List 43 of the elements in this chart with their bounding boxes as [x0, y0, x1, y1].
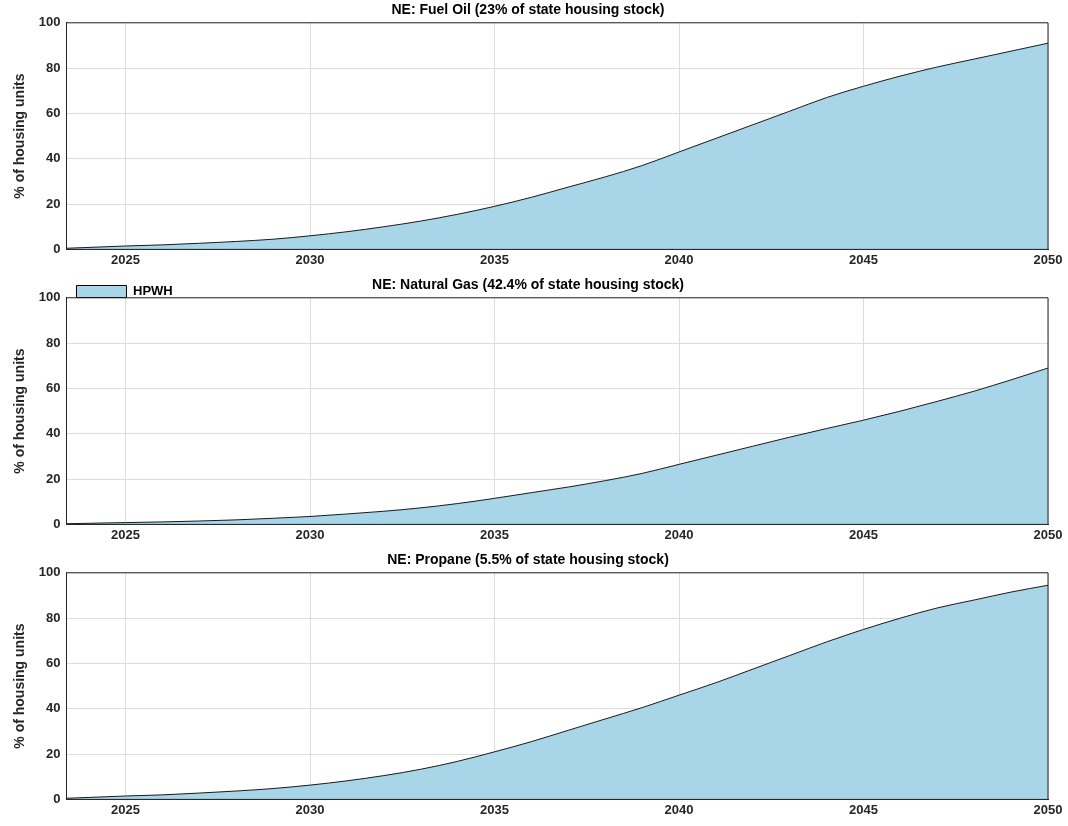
x-tick-label: 2025 — [111, 526, 140, 542]
y-tick-label: 40 — [46, 425, 61, 441]
chart-title: NE: Propane (5.5% of state housing stock) — [387, 551, 669, 568]
x-tick-label: 2040 — [664, 526, 694, 542]
x-tick-label: 2035 — [480, 526, 509, 542]
x-tick-label: 2040 — [664, 801, 694, 817]
x-tick-label: 2045 — [849, 526, 878, 542]
y-tick-label: 80 — [46, 59, 61, 75]
x-tick-label: 2030 — [295, 801, 325, 817]
y-axis-title: % of housing units — [11, 348, 28, 474]
chart-title: NE: Fuel Oil (23% of state housing stock) — [391, 1, 665, 18]
y-tick-label: 20 — [46, 195, 61, 211]
y-tick-label: 100 — [38, 289, 61, 305]
y-tick-label: 100 — [38, 14, 61, 30]
x-tick-label: 2035 — [480, 801, 509, 817]
x-tick-label: 2025 — [111, 801, 140, 817]
chart-title: NE: Natural Gas (42.4% of state housing stock) — [372, 276, 684, 293]
y-tick-label: 40 — [46, 700, 61, 716]
y-tick-label: 60 — [46, 655, 61, 671]
y-tick-label: 60 — [46, 105, 61, 121]
y-tick-label: 80 — [46, 609, 61, 625]
x-tick-label: 2050 — [1033, 526, 1063, 542]
x-tick-label: 2050 — [1033, 251, 1063, 267]
y-tick-label: 60 — [46, 380, 61, 396]
y-tick-label: 40 — [46, 150, 61, 166]
x-tick-label: 2035 — [480, 251, 509, 267]
x-tick-label: 2025 — [111, 251, 140, 267]
x-tick-label: 2030 — [295, 251, 325, 267]
x-tick-label: 2045 — [849, 801, 878, 817]
legend-label: HPWH — [132, 283, 173, 299]
y-tick-label: 0 — [53, 790, 61, 806]
x-tick-label: 2040 — [664, 251, 694, 267]
x-tick-label: 2045 — [849, 251, 878, 267]
x-tick-label: 2050 — [1033, 801, 1063, 817]
y-axis-title: % of housing units — [11, 73, 28, 199]
y-tick-label: 0 — [53, 240, 61, 256]
y-tick-label: 20 — [46, 745, 61, 761]
y-tick-label: 80 — [46, 334, 61, 350]
y-axis-title: % of housing units — [11, 623, 28, 749]
x-tick-label: 2030 — [295, 526, 325, 542]
y-tick-label: 0 — [53, 515, 61, 531]
y-tick-label: 20 — [46, 470, 61, 486]
y-tick-label: 100 — [38, 564, 61, 580]
